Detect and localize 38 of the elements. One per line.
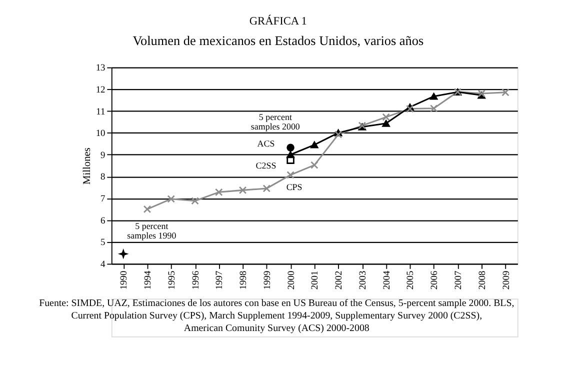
x-tick-label: 2009 xyxy=(502,270,512,290)
x-tick-label: 1999 xyxy=(262,270,273,290)
series-label: CPS xyxy=(286,182,302,192)
y-axis-title: Millones xyxy=(82,148,94,184)
series-label: 5 percent samples 2000 xyxy=(250,112,300,132)
y-tick-label: 9 xyxy=(100,150,106,161)
x-tick-label: 2007 xyxy=(454,270,464,290)
series-label: ACS xyxy=(257,138,275,149)
y-tick-label: 11 xyxy=(96,107,106,118)
series-label: C2SS xyxy=(256,160,276,170)
y-tick-label: 10 xyxy=(96,129,106,140)
x-tick-label: 1996 xyxy=(191,270,202,290)
series-label: 5 percent samples 1990 xyxy=(127,221,177,241)
x-tick-label: 2006 xyxy=(430,270,440,290)
y-tick-label: 4 xyxy=(100,260,106,270)
y-tick-label: 12 xyxy=(96,85,106,96)
text: Current Population Survey (CPS), March Supplement 1994-2009, Supplementary Survey 2000 (C2SS), xyxy=(71,310,482,322)
x-tick-label: 2005 xyxy=(406,270,416,290)
y-tick-label: 7 xyxy=(100,194,106,205)
y-tick-label: 13 xyxy=(96,64,106,74)
y-tick-label: 8 xyxy=(100,172,106,183)
x-tick-label: 1995 xyxy=(167,270,178,290)
x-tick-label: 1997 xyxy=(215,270,226,290)
y-tick-label: 5 xyxy=(100,238,106,248)
x-tick-label: 2008 xyxy=(478,270,488,290)
x-tick-label: 2004 xyxy=(382,270,392,290)
source-note: Fuente: SIMDE, UAZ, Estimaciones de los autores con base en US Bureau of the Census, 5-percent sample 2000. BLS, xyxy=(39,298,514,310)
x-tick-label: 1990 xyxy=(120,270,130,290)
x-tick-label: 2001 xyxy=(310,270,321,290)
x-tick-label: 1994 xyxy=(144,270,154,290)
x-tick-label: 1998 xyxy=(239,270,250,290)
chart-subtitle: Volumen de mexicanos en Estados Unidos, varios años xyxy=(132,33,424,48)
chart-title: GRÁFICA 1 xyxy=(249,14,307,28)
text: American Comunity Survey (ACS) 2000-2008 xyxy=(184,322,370,334)
x-tick-label: 2003 xyxy=(358,270,368,290)
x-tick-label: 2002 xyxy=(334,270,345,290)
x-tick-label: 2000 xyxy=(286,270,297,290)
y-tick-label: 6 xyxy=(100,216,106,226)
